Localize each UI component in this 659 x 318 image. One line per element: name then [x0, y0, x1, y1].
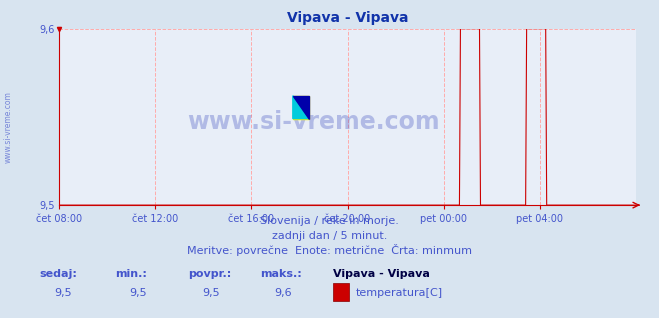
- Text: www.si-vreme.com: www.si-vreme.com: [3, 91, 13, 163]
- Polygon shape: [293, 96, 309, 119]
- Polygon shape: [293, 96, 309, 119]
- Text: min.:: min.:: [115, 269, 147, 279]
- Text: www.si-vreme.com: www.si-vreme.com: [186, 110, 440, 134]
- Text: zadnji dan / 5 minut.: zadnji dan / 5 minut.: [272, 231, 387, 241]
- Text: povpr.:: povpr.:: [188, 269, 231, 279]
- Title: Vipava - Vipava: Vipava - Vipava: [287, 11, 409, 25]
- Text: 9,6: 9,6: [275, 288, 292, 298]
- Text: temperatura[C]: temperatura[C]: [356, 288, 443, 298]
- Text: maks.:: maks.:: [260, 269, 302, 279]
- Text: Slovenija / reke in morje.: Slovenija / reke in morje.: [260, 216, 399, 226]
- Bar: [293, 96, 309, 119]
- Text: Vipava - Vipava: Vipava - Vipava: [333, 269, 430, 279]
- Text: 9,5: 9,5: [202, 288, 219, 298]
- Text: 9,5: 9,5: [130, 288, 147, 298]
- Text: Meritve: povrečne  Enote: metrične  Črta: minmum: Meritve: povrečne Enote: metrične Črta: …: [187, 244, 472, 256]
- Text: 9,5: 9,5: [54, 288, 71, 298]
- Text: sedaj:: sedaj:: [40, 269, 77, 279]
